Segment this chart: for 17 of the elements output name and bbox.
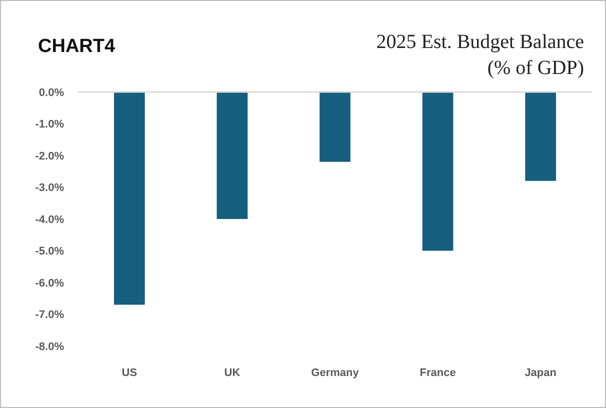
chart-subtitle: (% of GDP) [487, 57, 584, 79]
y-tick-label: -8.0% [35, 340, 64, 353]
y-tick-label: -7.0% [35, 309, 64, 322]
y-tick-label: -4.0% [35, 214, 64, 226]
y-tick-label: -6.0% [35, 277, 64, 290]
x-tick-label: Germany [311, 366, 360, 379]
y-tick-label: -5.0% [35, 246, 64, 258]
y-tick-label: -2.0% [35, 150, 64, 162]
x-tick-label: Japan [524, 366, 557, 379]
chart-title: 2025 Est. Budget Balance [376, 31, 584, 53]
y-tick-label: 0.0% [38, 86, 64, 99]
y-tick-label: -3.0% [35, 182, 64, 194]
caption: CHART4 [38, 36, 116, 57]
x-tick-label: US [122, 366, 138, 379]
x-tick-label: UK [224, 366, 240, 379]
y-tick-label: -1.0% [35, 118, 64, 131]
x-tick-label: France [420, 366, 456, 379]
